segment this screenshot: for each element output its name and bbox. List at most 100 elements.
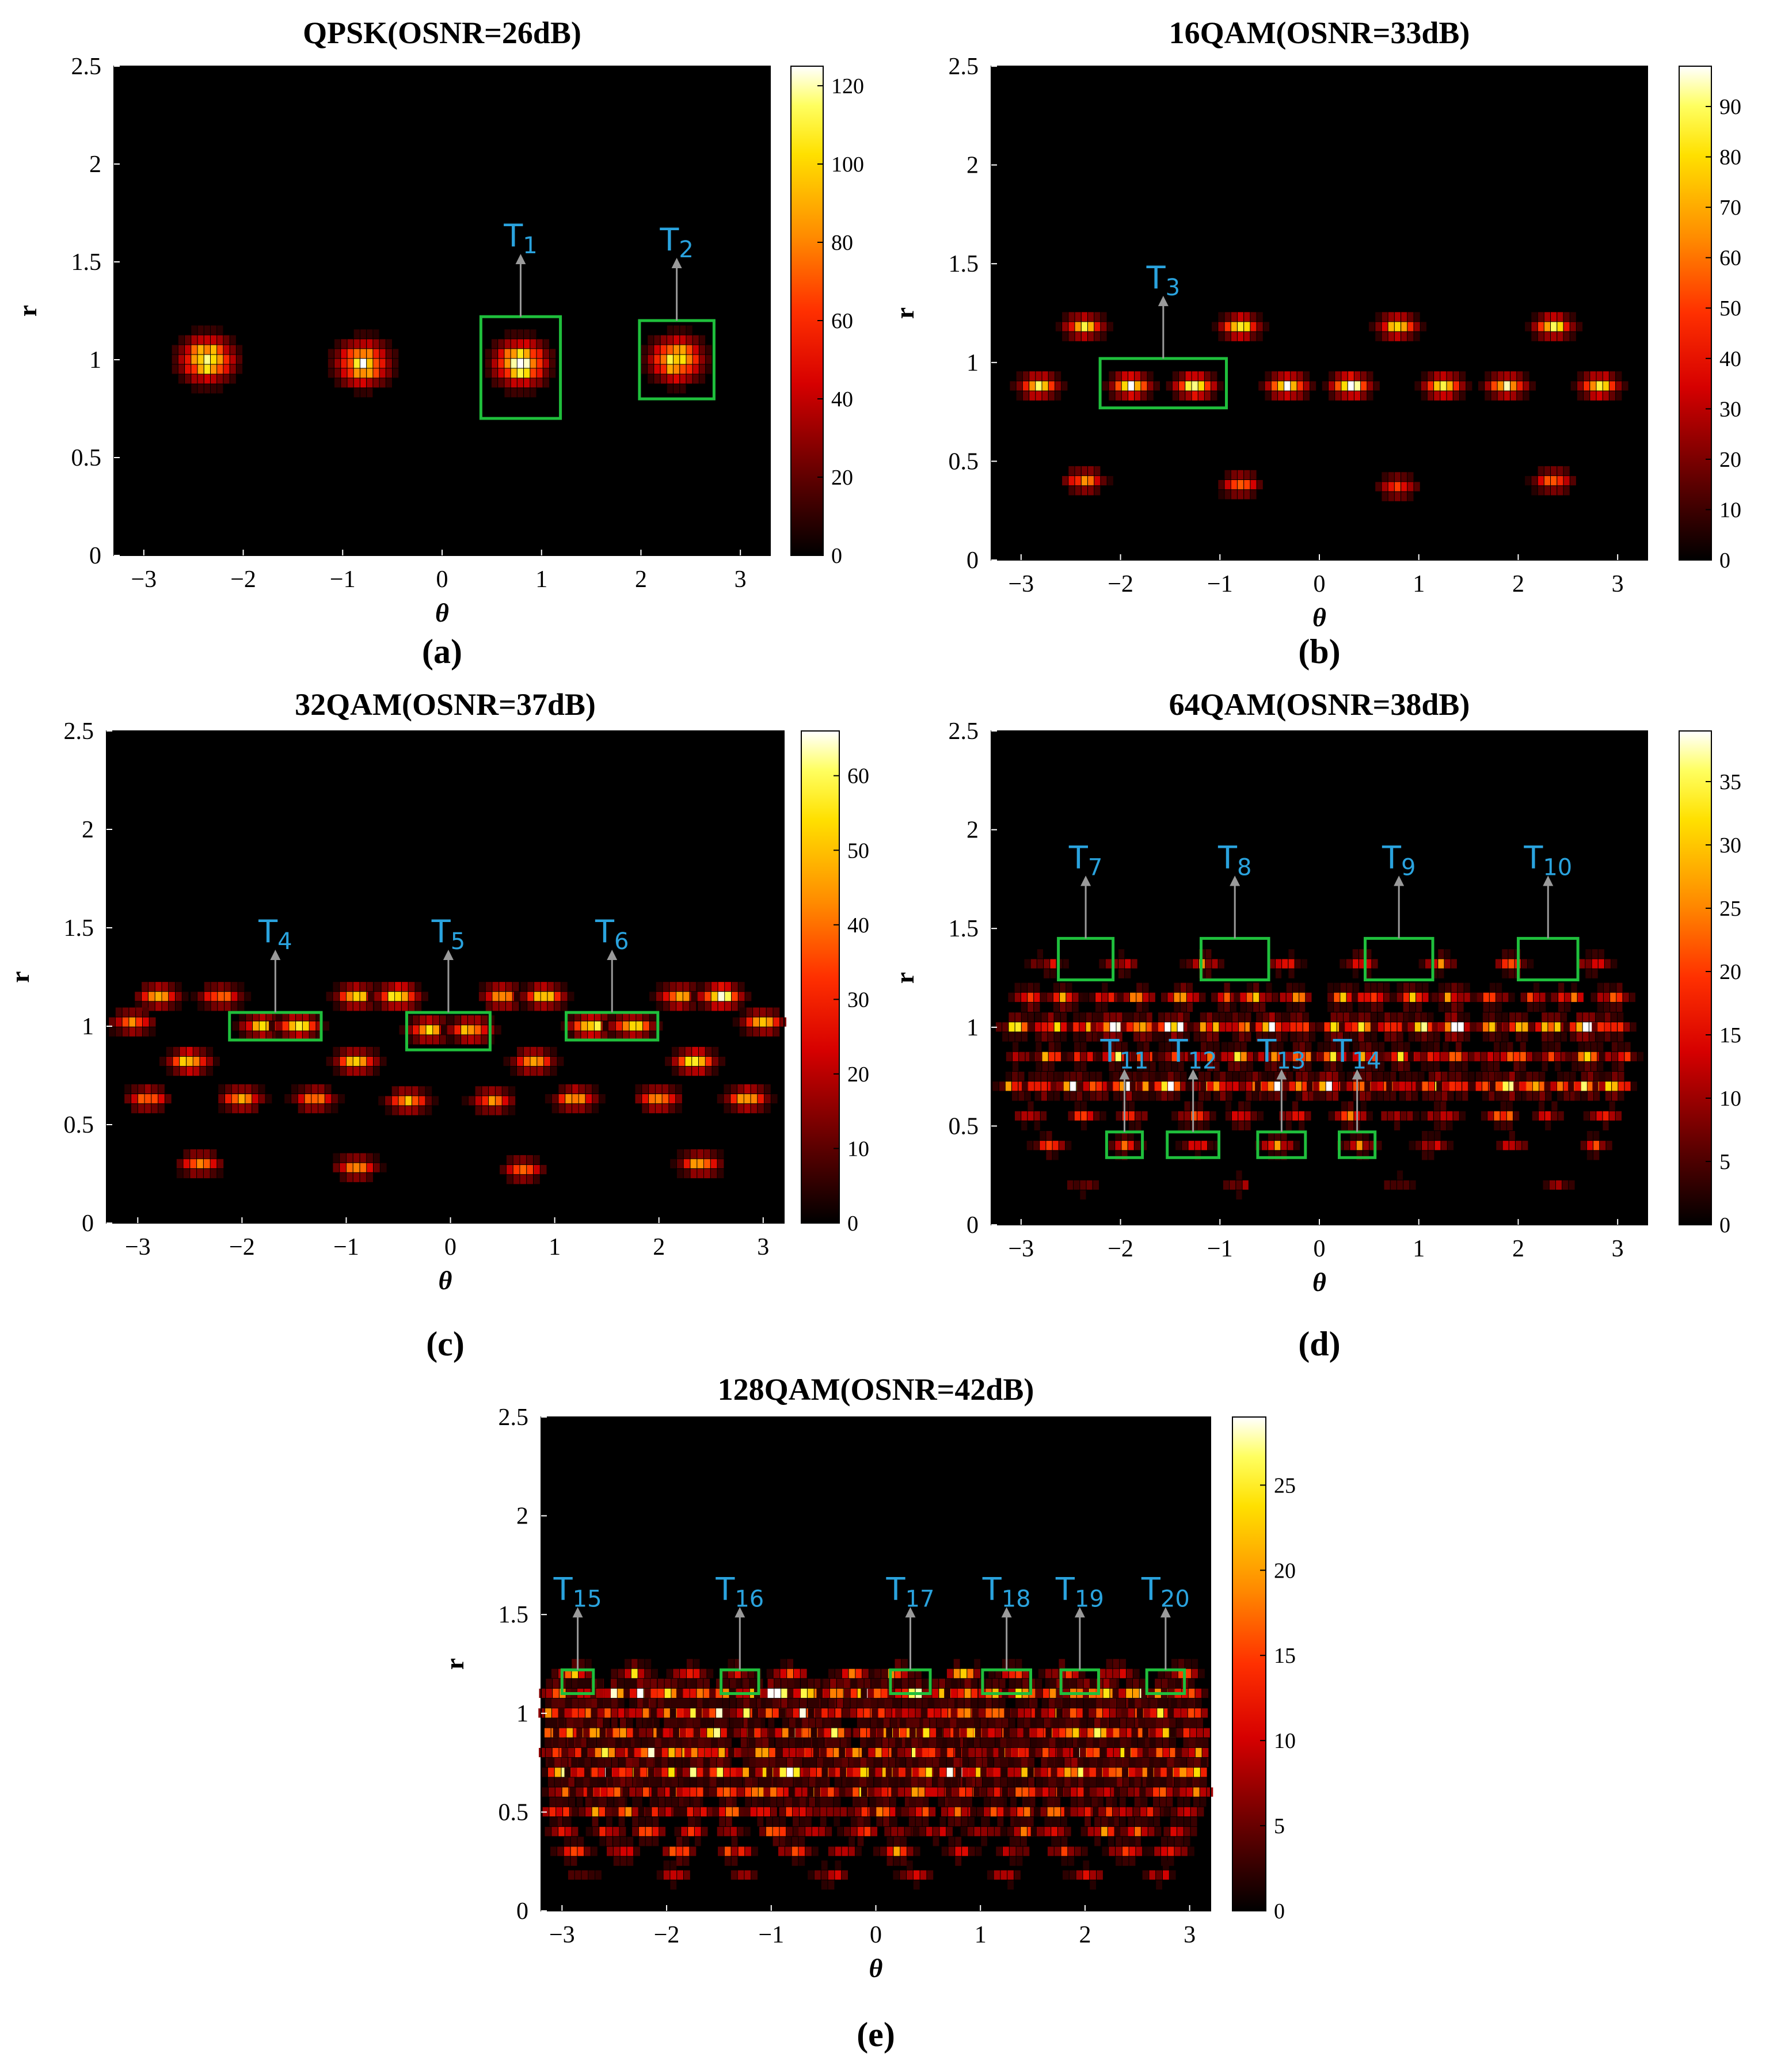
heat-cell <box>1291 391 1297 401</box>
heat-cell <box>817 1728 824 1738</box>
heat-cell <box>1141 1111 1148 1121</box>
heat-cell <box>173 1046 180 1056</box>
heat-cell <box>766 1698 772 1708</box>
heat-cell <box>1022 381 1029 391</box>
heat-cell <box>762 1738 768 1747</box>
heat-cell <box>231 1104 238 1114</box>
heat-cell <box>767 1688 774 1698</box>
heat-cell <box>550 359 556 368</box>
heat-cluster <box>176 1149 224 1179</box>
heat-cell <box>589 1718 596 1728</box>
heat-cell <box>906 1758 912 1768</box>
heat-cell <box>1481 1111 1487 1121</box>
heat-cell <box>957 1688 964 1698</box>
heat-cell <box>1002 1718 1009 1728</box>
heat-cell <box>1184 1111 1190 1121</box>
heat-cell <box>1496 1091 1502 1101</box>
heat-cell <box>908 1669 915 1678</box>
heat-cell <box>918 1747 925 1758</box>
heat-cell <box>1029 391 1036 401</box>
heat-cell <box>670 1159 676 1168</box>
heat-cell <box>398 1106 405 1115</box>
heat-cell <box>211 982 218 992</box>
heat-cell <box>999 1698 1006 1708</box>
heat-cell <box>204 374 210 384</box>
heat-cell <box>1048 1081 1054 1091</box>
heat-cell <box>686 1728 693 1738</box>
heat-cell <box>379 368 386 378</box>
heat-cell <box>1586 1131 1593 1141</box>
x-axis-label: θ <box>439 1266 452 1295</box>
heat-cell <box>937 1728 943 1738</box>
heat-cell <box>524 339 530 349</box>
target-box <box>1364 936 1434 982</box>
heat-cell <box>1131 1738 1137 1747</box>
heat-cell <box>736 1708 743 1718</box>
heat-cell <box>723 1708 729 1718</box>
heat-cell <box>1375 322 1382 332</box>
heat-cell <box>1371 1032 1378 1042</box>
heat-cell <box>122 1017 129 1027</box>
y-tick-label: 1.5 <box>949 251 979 277</box>
heat-cell <box>1324 1032 1330 1042</box>
heat-cell <box>717 1768 724 1777</box>
heat-cell <box>1286 1002 1292 1012</box>
heat-cell <box>581 1031 588 1041</box>
heat-cell <box>657 1698 664 1708</box>
heat-cell <box>1382 332 1388 341</box>
heat-cell <box>1544 1081 1550 1091</box>
heat-cell <box>1290 1022 1296 1032</box>
heat-cell <box>1525 476 1531 486</box>
heat-cell <box>1618 1012 1624 1022</box>
heat-cell <box>1451 982 1458 992</box>
heat-cell <box>1193 1022 1200 1032</box>
heat-cell <box>1060 992 1066 1002</box>
heat-cell <box>869 1768 875 1777</box>
heat-cell <box>1072 1002 1079 1012</box>
heat-cell <box>1204 381 1211 391</box>
heat-cell <box>135 992 142 1001</box>
heat-cell <box>1384 1022 1391 1032</box>
heat-cell <box>1231 322 1237 332</box>
heat-cell <box>1140 1032 1146 1042</box>
heat-cell <box>1207 1052 1213 1061</box>
heat-cell <box>877 1718 883 1728</box>
heat-cell <box>1543 1180 1549 1190</box>
heat-cell <box>1177 1022 1184 1032</box>
heat-cell <box>1412 1081 1418 1091</box>
heat-cell <box>1409 1002 1416 1012</box>
heat-cell <box>543 339 549 349</box>
heat-cell <box>461 1035 467 1045</box>
heat-cell <box>875 1768 882 1777</box>
heat-cell <box>1256 1022 1262 1032</box>
heat-cell <box>1407 322 1414 332</box>
heat-cell <box>1284 1012 1290 1022</box>
heat-cell <box>1178 1061 1184 1072</box>
heat-cluster <box>1496 1131 1528 1151</box>
heat-cell <box>1154 381 1160 391</box>
heat-cell <box>148 982 155 992</box>
heat-cell <box>1359 1052 1365 1061</box>
heat-cell <box>704 1169 710 1179</box>
heat-cell <box>637 1678 644 1688</box>
heat-cell <box>1120 1738 1127 1747</box>
heat-cell <box>1438 1022 1445 1032</box>
heat-cell <box>391 1106 398 1115</box>
heat-cell <box>683 982 690 992</box>
heat-cell <box>190 1169 197 1179</box>
heat-cell <box>1236 1180 1242 1190</box>
heat-cell <box>1440 1101 1447 1111</box>
heat-cell <box>374 1067 380 1076</box>
heat-cell <box>636 1011 643 1021</box>
x-tick-label: 1 <box>535 566 547 593</box>
heat-cell <box>1062 322 1068 332</box>
heat-cell <box>1449 1081 1455 1091</box>
heat-cell <box>1428 1072 1434 1081</box>
x-tick-label: 0 <box>436 566 448 593</box>
heat-cell <box>1156 1718 1162 1728</box>
heat-cell <box>780 1669 787 1678</box>
heat-cell <box>1041 1708 1048 1718</box>
heat-cell <box>565 1094 572 1104</box>
heat-cell <box>751 1084 758 1094</box>
heat-cluster <box>1421 1101 1466 1130</box>
